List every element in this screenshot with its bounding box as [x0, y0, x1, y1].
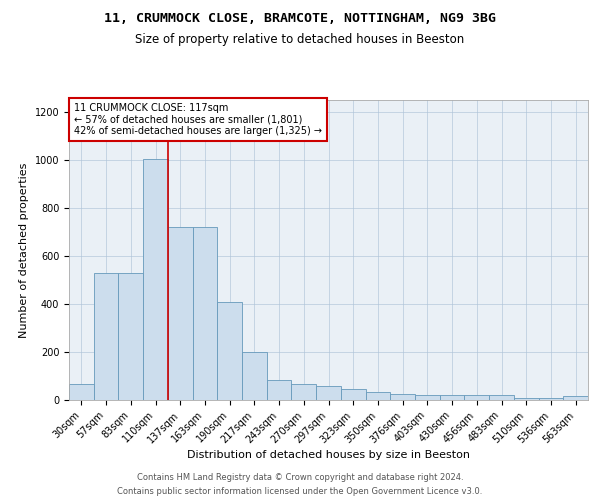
- Bar: [539, 398, 563, 400]
- Bar: [440, 395, 464, 400]
- Bar: [267, 380, 292, 400]
- Bar: [217, 302, 242, 400]
- Bar: [242, 352, 267, 400]
- Bar: [390, 394, 415, 400]
- Bar: [563, 396, 588, 400]
- Bar: [118, 273, 143, 400]
- Text: Size of property relative to detached houses in Beeston: Size of property relative to detached ho…: [136, 32, 464, 46]
- X-axis label: Distribution of detached houses by size in Beeston: Distribution of detached houses by size …: [187, 450, 470, 460]
- Text: Contains HM Land Registry data © Crown copyright and database right 2024.: Contains HM Land Registry data © Crown c…: [137, 472, 463, 482]
- Text: Contains public sector information licensed under the Open Government Licence v3: Contains public sector information licen…: [118, 488, 482, 496]
- Bar: [292, 384, 316, 400]
- Bar: [341, 389, 365, 400]
- Bar: [489, 395, 514, 400]
- Bar: [316, 386, 341, 400]
- Y-axis label: Number of detached properties: Number of detached properties: [19, 162, 29, 338]
- Text: 11, CRUMMOCK CLOSE, BRAMCOTE, NOTTINGHAM, NG9 3BG: 11, CRUMMOCK CLOSE, BRAMCOTE, NOTTINGHAM…: [104, 12, 496, 26]
- Bar: [193, 227, 217, 400]
- Bar: [143, 159, 168, 400]
- Bar: [365, 392, 390, 400]
- Bar: [94, 273, 118, 400]
- Bar: [69, 384, 94, 400]
- Bar: [464, 395, 489, 400]
- Bar: [415, 395, 440, 400]
- Text: 11 CRUMMOCK CLOSE: 117sqm
← 57% of detached houses are smaller (1,801)
42% of se: 11 CRUMMOCK CLOSE: 117sqm ← 57% of detac…: [74, 103, 322, 136]
- Bar: [514, 398, 539, 400]
- Bar: [168, 227, 193, 400]
